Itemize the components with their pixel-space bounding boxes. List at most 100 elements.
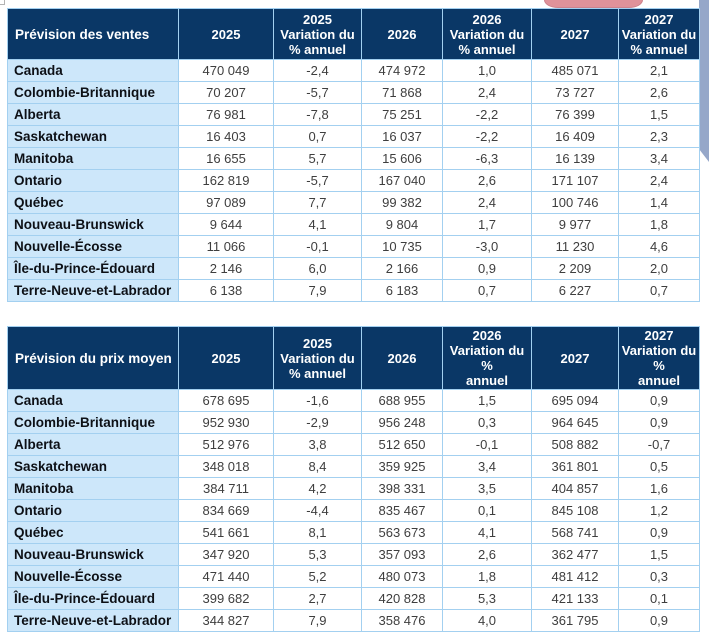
header-row: Prévision des ventes 2025 2025 Variation … [7, 8, 700, 60]
row-label: Colombie-Britannique [7, 411, 179, 434]
row-label: Alberta [7, 103, 179, 126]
value-cell: -3,0 [442, 235, 532, 258]
value-cell: -5,7 [273, 81, 362, 104]
table-row: Nouveau-Brunswick 347 920 5,3 357 093 2,6 362… [7, 543, 700, 566]
value-cell: -2,2 [442, 125, 532, 148]
value-cell: 420 828 [361, 587, 443, 610]
value-cell: 2 166 [361, 257, 443, 280]
cropped-pink-shape [544, 0, 643, 8]
value-cell: 695 094 [531, 389, 619, 412]
value-cell: 97 089 [178, 191, 274, 214]
value-cell: 2,4 [442, 81, 532, 104]
table-row: Ontario 162 819 -5,7 167 040 2,6 171 107 2,4 [7, 169, 700, 192]
table-row: Manitoba 16 655 5,7 15 606 -6,3 16 139 3,4 [7, 147, 700, 170]
value-cell: 688 955 [361, 389, 443, 412]
value-cell: 15 606 [361, 147, 443, 170]
value-cell: 845 108 [531, 499, 619, 522]
value-cell: 348 018 [178, 455, 274, 478]
value-cell: 8,1 [273, 521, 362, 544]
column-header: 2025 Variation du % annuel [273, 8, 362, 60]
value-cell: 76 399 [531, 103, 619, 126]
row-label: Alberta [7, 433, 179, 456]
value-cell: 0,7 [442, 279, 532, 302]
table-row: Ontario 834 669 -4,4 835 467 0,1 845 108 1,2 [7, 499, 700, 522]
table-row: Alberta 76 981 -7,8 75 251 -2,2 76 399 1,5 [7, 103, 700, 126]
column-header: 2025 [178, 326, 274, 390]
value-cell: 16 139 [531, 147, 619, 170]
value-cell: 2 209 [531, 257, 619, 280]
value-cell: 508 882 [531, 433, 619, 456]
value-cell: 76 981 [178, 103, 274, 126]
value-cell: 9 804 [361, 213, 443, 236]
value-cell: -0,1 [273, 235, 362, 258]
value-cell: 835 467 [361, 499, 443, 522]
average-price-forecast-table-container: Prévision du prix moyen 2025 2025 Variati… [7, 326, 700, 632]
row-label: Terre-Neuve-et-Labrador [7, 279, 179, 302]
value-cell: 3,5 [442, 477, 532, 500]
table-row: Canada 470 049 -2,4 474 972 1,0 485 071 2,1 [7, 59, 700, 82]
value-cell: 2,6 [618, 81, 700, 104]
value-cell: 2,6 [442, 169, 532, 192]
value-cell: 70 207 [178, 81, 274, 104]
value-cell: 2,6 [442, 543, 532, 566]
value-cell: 470 049 [178, 59, 274, 82]
column-header: 2025 [178, 8, 274, 60]
value-cell: 71 868 [361, 81, 443, 104]
value-cell: 541 661 [178, 521, 274, 544]
column-header: 2026 Variation du % annuel [442, 326, 532, 390]
value-cell: 4,0 [442, 609, 532, 632]
value-cell: 474 972 [361, 59, 443, 82]
table-row: Saskatchewan 348 018 8,4 359 925 3,4 361 801 0… [7, 455, 700, 478]
value-cell: 964 645 [531, 411, 619, 434]
table-row: Nouveau-Brunswick 9 644 4,1 9 804 1,7 9 977 1,… [7, 213, 700, 236]
value-cell: 11 066 [178, 235, 274, 258]
column-header: 2026 [361, 8, 443, 60]
column-header: 2026 [361, 326, 443, 390]
value-cell: 678 695 [178, 389, 274, 412]
row-label: Nouvelle-Écosse [7, 565, 179, 588]
value-cell: 2,3 [618, 125, 700, 148]
value-cell: 347 920 [178, 543, 274, 566]
value-cell: -5,7 [273, 169, 362, 192]
value-cell: 471 440 [178, 565, 274, 588]
average-price-forecast-table: Prévision du prix moyen 2025 2025 Variati… [7, 326, 700, 632]
value-cell: 1,8 [618, 213, 700, 236]
value-cell: 358 476 [361, 609, 443, 632]
value-cell: 0,5 [618, 455, 700, 478]
value-cell: 0,3 [442, 411, 532, 434]
row-label: Terre-Neuve-et-Labrador [7, 609, 179, 632]
scrollbar-thumb[interactable] [699, 0, 709, 162]
value-cell: 0,9 [618, 521, 700, 544]
value-cell: 404 857 [531, 477, 619, 500]
value-cell: 2,4 [442, 191, 532, 214]
value-cell: 7,7 [273, 191, 362, 214]
value-cell: -7,8 [273, 103, 362, 126]
table-row: Colombie-Britannique 952 930 -2,9 956 248 0,… [7, 411, 700, 434]
value-cell: 0,3 [618, 565, 700, 588]
row-label: Nouveau-Brunswick [7, 213, 179, 236]
value-cell: 0,7 [618, 279, 700, 302]
value-cell: 10 735 [361, 235, 443, 258]
table-row: Terre-Neuve-et-Labrador 6 138 7,9 6 183 0,7 6… [7, 279, 700, 302]
value-cell: 952 930 [178, 411, 274, 434]
value-cell: 75 251 [361, 103, 443, 126]
value-cell: 6 183 [361, 279, 443, 302]
value-cell: -4,4 [273, 499, 362, 522]
value-cell: 0,9 [618, 389, 700, 412]
value-cell: 2,1 [618, 59, 700, 82]
value-cell: 361 801 [531, 455, 619, 478]
value-cell: 73 727 [531, 81, 619, 104]
value-cell: 1,0 [442, 59, 532, 82]
value-cell: 357 093 [361, 543, 443, 566]
value-cell: 2 146 [178, 257, 274, 280]
value-cell: 1,6 [618, 477, 700, 500]
value-cell: 512 976 [178, 433, 274, 456]
value-cell: 1,8 [442, 565, 532, 588]
sales-forecast-table: Prévision des ventes 2025 2025 Variation … [7, 8, 700, 302]
column-header: 2027 [531, 8, 619, 60]
table-row: Québec 97 089 7,7 99 382 2,4 100 746 1,4 [7, 191, 700, 214]
value-cell: 5,3 [442, 587, 532, 610]
table-row: Canada 678 695 -1,6 688 955 1,5 695 094 0,9 [7, 389, 700, 412]
header-row: Prévision du prix moyen 2025 2025 Variati… [7, 326, 700, 390]
table-row: Île-du-Prince-Édouard 399 682 2,7 420 828 5,… [7, 587, 700, 610]
